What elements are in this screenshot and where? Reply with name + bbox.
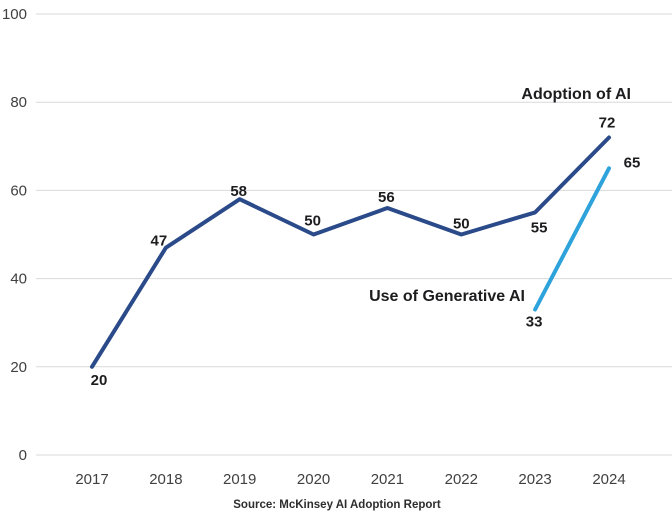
data-label-adoption-of-ai-2022: 50 bbox=[453, 216, 470, 233]
data-label-adoption-of-ai-2019: 58 bbox=[230, 183, 247, 200]
y-axis-tick-labels: 0 20 40 60 80 100 bbox=[2, 6, 27, 464]
data-label-adoption-of-ai-2017: 20 bbox=[91, 372, 108, 389]
series-line-adoption-of-ai bbox=[90, 135, 611, 369]
source-caption: Source: McKinsey AI Adoption Report bbox=[233, 499, 441, 511]
y-tick-label-80: 80 bbox=[10, 94, 27, 111]
series-lines bbox=[90, 135, 611, 369]
data-label-use-of-generative-ai-2024: 65 bbox=[624, 154, 641, 171]
y-tick-label-40: 40 bbox=[10, 271, 27, 288]
series-label-adoption-of-ai: Adoption of AI bbox=[521, 86, 631, 103]
data-label-use-of-generative-ai-2023: 33 bbox=[526, 314, 543, 331]
series-name-annotations: Adoption of AI Use of Generative AI bbox=[369, 86, 631, 305]
x-tick-label-2021: 2021 bbox=[371, 471, 404, 488]
x-tick-label-2023: 2023 bbox=[518, 471, 551, 488]
x-tick-label-2020: 2020 bbox=[297, 471, 330, 488]
y-tick-label-60: 60 bbox=[10, 182, 27, 199]
x-tick-label-2019: 2019 bbox=[223, 471, 256, 488]
data-label-adoption-of-ai-2024: 72 bbox=[599, 115, 616, 132]
x-tick-label-2024: 2024 bbox=[592, 471, 625, 488]
x-tick-label-2017: 2017 bbox=[75, 471, 108, 488]
data-label-adoption-of-ai-2018: 47 bbox=[151, 233, 168, 250]
y-tick-label-20: 20 bbox=[10, 359, 27, 376]
series-label-use-of-generative-ai: Use of Generative AI bbox=[369, 288, 525, 305]
data-label-adoption-of-ai-2023: 55 bbox=[531, 219, 548, 236]
x-tick-label-2022: 2022 bbox=[445, 471, 478, 488]
data-point-labels: 20 47 58 50 56 50 55 72 33 65 bbox=[91, 115, 641, 389]
y-tick-label-0: 0 bbox=[19, 447, 27, 464]
x-axis-tick-labels: 2017 2018 2019 2020 2021 2022 2023 2024 bbox=[75, 471, 625, 488]
gridlines bbox=[36, 13, 672, 456]
x-tick-label-2018: 2018 bbox=[149, 471, 182, 488]
y-tick-label-100: 100 bbox=[2, 6, 27, 23]
series-line-use-of-generative-ai bbox=[533, 166, 611, 312]
data-label-adoption-of-ai-2021: 56 bbox=[378, 189, 395, 206]
data-label-adoption-of-ai-2020: 50 bbox=[304, 213, 321, 230]
